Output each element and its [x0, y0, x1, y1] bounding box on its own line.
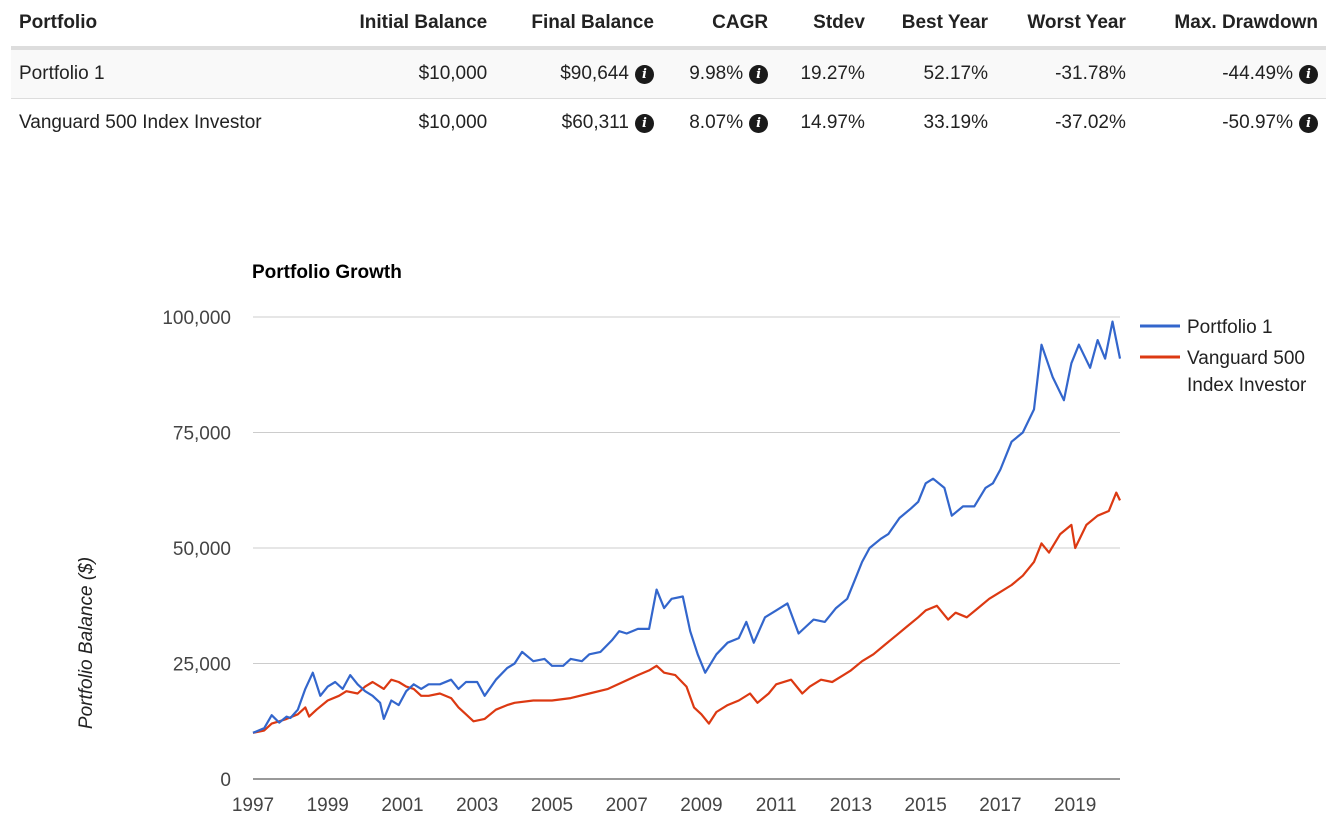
legend-label-vanguard-500-line1[interactable]: Vanguard 500 [1187, 348, 1305, 369]
series-lines [252, 320, 1122, 734]
y-tick-label: 100,000 [162, 308, 231, 329]
portfolio-name: Vanguard 500 Index Investor [19, 112, 262, 133]
x-tick-label: 2015 [905, 795, 947, 816]
x-tick-label: 2003 [456, 795, 498, 816]
max-drawdown: -50.97% [1222, 112, 1293, 133]
x-tick-label: 1997 [232, 795, 274, 816]
portfolio-stats-table: Portfolio Initial Balance Final Balance … [11, 0, 1326, 147]
y-tick-label: 0 [220, 770, 231, 791]
max-drawdown-cell: -44.49% i [1133, 48, 1326, 99]
x-tick-label: 2019 [1054, 795, 1096, 816]
y-tick-label: 25,000 [173, 655, 231, 676]
x-tick-label: 2001 [381, 795, 423, 816]
col-max-drawdown[interactable]: Max. Drawdown [1133, 0, 1326, 50]
y-axis-ticks: 0 25,000 50,000 75,000 100,000 [162, 308, 231, 791]
worst-year: -37.02% [1055, 112, 1126, 133]
x-tick-label: 2005 [531, 795, 573, 816]
col-worst-year[interactable]: Worst Year [996, 0, 1134, 50]
max-drawdown: -44.49% [1222, 63, 1293, 84]
cagr: 9.98% [689, 63, 744, 84]
cagr-cell: 9.98% i [661, 48, 777, 99]
cagr: 8.07% [689, 112, 744, 133]
col-cagr[interactable]: CAGR [661, 0, 777, 50]
legend-label-portfolio-1[interactable]: Portfolio 1 [1187, 317, 1273, 338]
table-row: Portfolio 1 $10,000 $90,644 i 9.98% i 19.2… [11, 48, 1326, 99]
col-best-year[interactable]: Best Year [872, 0, 996, 50]
info-circle-icon[interactable]: i [749, 114, 769, 133]
max-drawdown-cell: -50.97% i [1134, 99, 1326, 148]
x-tick-label: 2011 [756, 795, 797, 816]
y-tick-label: 75,000 [173, 424, 231, 445]
table-header-row: Portfolio Initial Balance Final Balance … [11, 0, 1326, 50]
final-balance: $90,644 [560, 63, 629, 84]
x-tick-label: 1999 [307, 795, 349, 816]
initial-balance: $10,000 [418, 112, 488, 133]
stdev: 14.97% [800, 112, 865, 133]
series-line-vanguard-500-index-investor[interactable] [252, 491, 1121, 734]
table-row: Vanguard 500 Index Investor $10,000 $60,… [11, 99, 1326, 148]
x-tick-label: 2017 [979, 795, 1021, 816]
col-final-balance[interactable]: Final Balance [495, 0, 662, 50]
info-circle-icon[interactable]: i [1299, 114, 1318, 133]
col-stdev[interactable]: Stdev [776, 0, 873, 50]
best-year: 33.19% [923, 112, 988, 133]
gridlines [253, 316, 1120, 780]
final-balance-cell: $60,311 i [495, 99, 662, 148]
portfolio-name: Portfolio 1 [11, 48, 323, 99]
y-tick-label: 50,000 [173, 539, 231, 560]
x-tick-label: 2009 [680, 795, 722, 816]
cagr-cell: 8.07% i [662, 99, 776, 148]
final-balance: $60,311 [561, 112, 629, 133]
col-initial-balance[interactable]: Initial Balance [322, 0, 496, 50]
info-circle-icon[interactable]: i [1299, 65, 1318, 84]
stdev: 19.27% [776, 48, 873, 99]
x-axis-ticks: 1997 1999 2001 2003 2005 2007 2009 2011 2013 2015… [232, 795, 1096, 816]
series-line-portfolio-1[interactable] [252, 320, 1122, 734]
x-tick-label: 2007 [606, 795, 648, 816]
initial-balance: $10,000 [322, 48, 496, 99]
legend-label-vanguard-500-line2[interactable]: Index Investor [1187, 375, 1307, 396]
info-circle-icon[interactable]: i [749, 65, 769, 84]
info-circle-icon[interactable]: i [634, 114, 654, 133]
best-year: 52.17% [872, 48, 996, 99]
final-balance-cell: $90,644 i [495, 48, 662, 99]
portfolio-growth-chart: Portfolio Growth 0 25,000 50,000 75,000 100,… [76, 262, 1307, 816]
legend: Portfolio 1 Vanguard 500 Index Investor [1140, 317, 1307, 396]
info-circle-icon[interactable]: i [634, 65, 654, 84]
worst-year: -31.78% [996, 48, 1134, 99]
y-axis-label: Portfolio Balance ($) [76, 557, 97, 729]
col-portfolio[interactable]: Portfolio [11, 0, 323, 50]
x-tick-label: 2013 [830, 795, 872, 816]
chart-title: Portfolio Growth [252, 262, 402, 283]
